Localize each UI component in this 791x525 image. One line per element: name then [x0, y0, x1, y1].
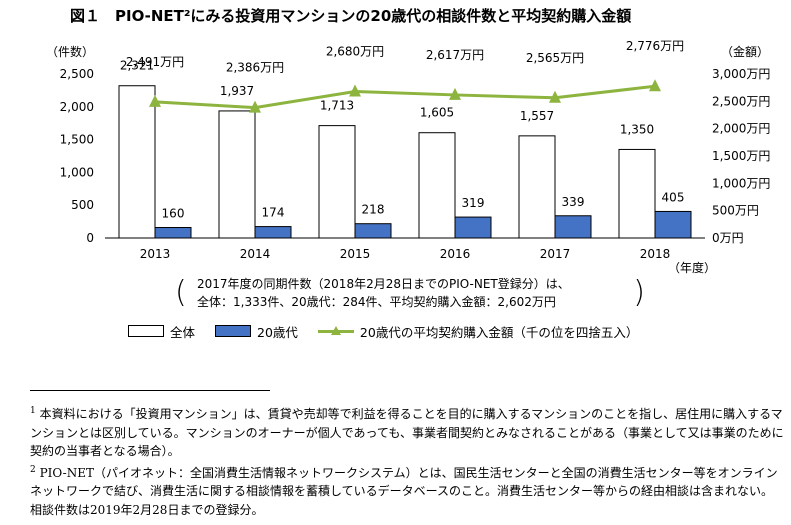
y-right-axis-label: （金額） [721, 44, 769, 59]
bar-20s [254, 226, 292, 239]
marker-avg-price [249, 100, 261, 113]
x-tick-label: 2014 [240, 247, 271, 261]
data-label-avg-price: 2,617万円 [426, 48, 484, 62]
footnotes: 1 本資料における「投資用マンション」は、賃貸や売却等で利益を得ることを目的に購… [30, 402, 785, 519]
data-label-total: 1,713 [320, 99, 354, 113]
bar-total [318, 125, 356, 239]
chart-bars [118, 85, 692, 239]
footnote-2: 2 PIO-NET（パイオネット：全国消費生活情報ネットワークシステム）とは、国… [30, 461, 785, 520]
y-right-tick-label: 2,500万円 [712, 94, 770, 108]
data-label-avg-price: 2,565万円 [526, 51, 584, 65]
footnote-2-mark: 2 [30, 464, 36, 475]
y-right-tick-label: 500万円 [712, 204, 759, 218]
data-label-20s: 339 [562, 195, 585, 209]
marker-avg-price [549, 90, 561, 103]
bar-20s [554, 215, 592, 239]
y-left-tick-label: 2,500 [60, 67, 94, 81]
bar-20s [354, 223, 392, 239]
data-label-20s: 174 [262, 206, 285, 220]
data-label-20s: 218 [362, 203, 385, 217]
bar-total [618, 148, 656, 239]
bar-total [518, 135, 556, 239]
legend-item-avg-price: 20歳代の平均契約購入金額（千の位を四捨五入） [317, 322, 639, 341]
y-left-tick-label: 1,500 [60, 133, 94, 147]
y-left-tick-label: 1,000 [60, 165, 94, 179]
note-box: ( 2017年度の同期件数（2018年2月28日までのPIO-NET登録分）は、… [175, 275, 645, 311]
legend-item-total: 全体 [128, 322, 195, 341]
y-right-tick-label: 1,000万円 [712, 176, 770, 190]
note-open-paren: ( [175, 275, 187, 310]
legend-swatch-20s [215, 325, 252, 337]
bar-20s [454, 216, 492, 239]
data-label-total: 2,321 [120, 59, 154, 73]
y-right-tick-label: 0万円 [712, 231, 744, 245]
data-label-total: 1,557 [520, 109, 554, 123]
line-avg-price [154, 84, 656, 110]
legend-swatch-avg-price [317, 326, 354, 336]
data-label-avg-price: 2,491万円 [126, 55, 184, 69]
data-label-20s: 319 [462, 196, 485, 210]
data-label-total: 1,605 [420, 106, 454, 120]
y-left-axis-label: （件数） [46, 44, 94, 59]
bar-20s [654, 210, 692, 239]
bar-total [118, 85, 156, 239]
note-line-2: 全体：1,333件、20歳代：284件、平均契約購入金額：2,602万円 [197, 295, 556, 309]
y-left-tick-label: 0 [86, 231, 94, 245]
y-left-tick-label: 2,000 [60, 100, 94, 114]
marker-avg-price [349, 84, 361, 97]
note-line-1: 2017年度の同期件数（2018年2月28日までのPIO-NET登録分）は、 [197, 277, 570, 291]
footnote-divider [30, 390, 270, 391]
chart-line [149, 79, 661, 113]
y-right-tick-label: 1,500万円 [712, 149, 770, 163]
legend-swatch-total [128, 325, 164, 337]
marker-avg-price [649, 79, 661, 92]
legend-label-20s: 20歳代 [257, 324, 298, 340]
marker-avg-price [149, 94, 161, 107]
x-tick-label: 2018 [640, 247, 671, 261]
bar-total [418, 132, 456, 239]
x-tick-label: 2013 [140, 247, 171, 261]
note-close-paren: ) [633, 275, 645, 310]
bar-total [218, 110, 256, 239]
bar-20s [154, 227, 192, 239]
y-right-tick-label: 3,000万円 [712, 67, 770, 81]
data-label-avg-price: 2,680万円 [326, 44, 384, 58]
legend-item-20s: 20歳代 [215, 322, 298, 341]
y-right-tick-label: 2,000万円 [712, 122, 770, 136]
chart-axes: （件数） 0 500 1,000 1,500 2,000 2,500 （金額） 0万円 500万円… [46, 44, 770, 275]
chart-labels: 2,321 160 1,937 174 1,713 218 1,605 319 1,557 339… [120, 39, 685, 220]
footnote-1-mark: 1 [30, 406, 36, 416]
footnote-2-text: PIO-NET（パイオネット：全国消費生活情報ネットワークシステム）とは、国民生… [30, 465, 778, 517]
legend-label-total: 全体 [170, 324, 196, 340]
data-label-avg-price: 2,386万円 [226, 61, 284, 75]
x-tick-label: 2015 [340, 247, 371, 261]
marker-avg-price [449, 87, 461, 100]
legend-label-avg-price: 20歳代の平均契約購入金額（千の位を四捨五入） [359, 324, 639, 340]
x-axis-unit-label: （年度） [668, 260, 716, 275]
y-left-tick-label: 500 [71, 198, 94, 212]
x-tick-label: 2017 [540, 247, 571, 261]
footnote-1-text: 本資料における「投資用マンション」は、賃貸や売却等で利益を得ることを目的に購入す… [30, 407, 784, 458]
footnote-1: 1 本資料における「投資用マンション」は、賃貸や売却等で利益を得ることを目的に購… [30, 402, 785, 461]
figure-title: 図１ PIO-NET²にみる投資用マンションの20歳代の相談件数と平均契約購入金… [70, 7, 632, 25]
data-label-total: 1,937 [220, 84, 254, 98]
data-label-avg-price: 2,776万円 [626, 39, 684, 53]
data-label-total: 1,350 [620, 122, 654, 136]
chart-legend: 全体 20歳代 20歳代の平均契約購入金額（千の位を四捨五入） [128, 321, 658, 341]
x-tick-label: 2016 [440, 247, 471, 261]
data-label-20s: 160 [162, 207, 185, 221]
data-label-20s: 405 [662, 190, 685, 204]
chart: （件数） 0 500 1,000 1,500 2,000 2,500 （金額） 0万円 500万円… [46, 39, 770, 275]
